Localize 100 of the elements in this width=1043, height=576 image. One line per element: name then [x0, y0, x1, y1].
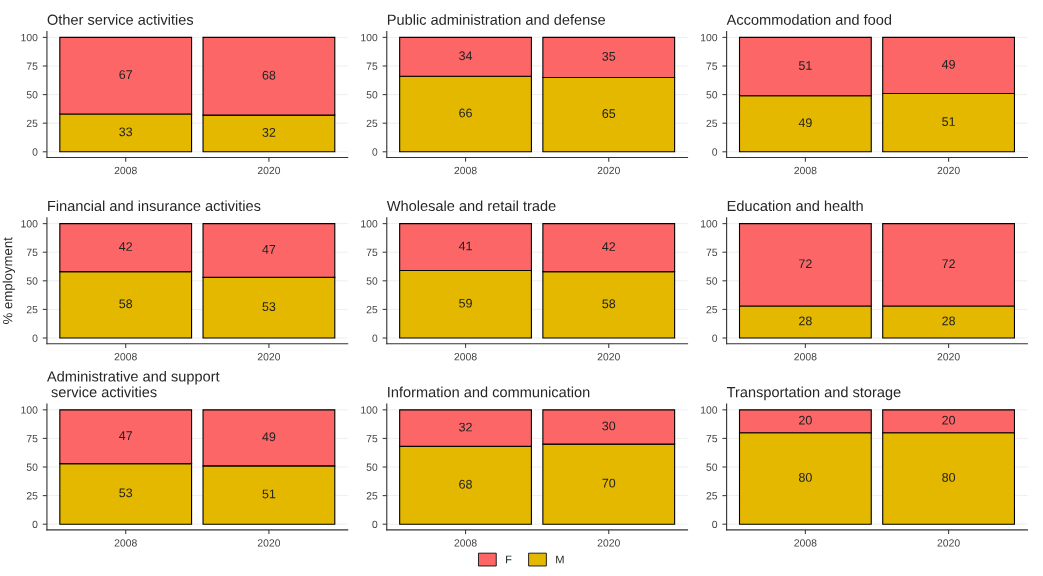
x-tick-label: 2008: [794, 539, 817, 547]
data-label: 80: [798, 472, 812, 482]
y-tick-label: 0: [32, 148, 38, 156]
data-label: 68: [262, 70, 276, 80]
data-label: 42: [119, 242, 133, 251]
y-tick-label: 100: [701, 406, 718, 414]
y-tick-label: 100: [361, 33, 378, 42]
y-tick-label: 100: [21, 220, 38, 228]
data-label: 42: [602, 242, 616, 251]
y-tick-label: 50: [706, 463, 718, 471]
x-tick-label: 2008: [794, 353, 817, 361]
data-label: 41: [458, 241, 472, 251]
x-tick-label: 2008: [114, 353, 137, 361]
chart-title: Administrative and support service activities: [46, 370, 220, 398]
data-label: 32: [262, 127, 276, 137]
y-tick-label: 100: [361, 406, 378, 414]
x-tick-label: 2008: [114, 166, 137, 175]
chart-title: Accommodation and food: [726, 14, 892, 25]
chart-title: Wholesale and retail trade: [386, 200, 556, 212]
data-label: 59: [459, 298, 472, 308]
legend-label: M: [556, 555, 564, 564]
y-tick-label: 25: [366, 305, 378, 314]
data-label: 67: [119, 70, 133, 80]
data-label: 28: [942, 316, 955, 326]
data-label: 58: [602, 299, 616, 309]
data-label: 28: [799, 316, 812, 326]
data-label: 49: [798, 118, 812, 128]
x-tick-label: 2020: [937, 353, 960, 361]
y-tick-label: 50: [366, 91, 378, 99]
y-tick-label: 100: [21, 33, 38, 42]
y-tick-label: 75: [706, 435, 718, 443]
chart-title: Information and communication: [388, 386, 590, 398]
data-label: 72: [942, 259, 955, 269]
data-label: 51: [798, 61, 812, 70]
y-tick-label: 50: [366, 463, 378, 471]
y-tick-label: 25: [706, 305, 718, 314]
data-label: 66: [459, 108, 472, 118]
data-label: 51: [262, 489, 276, 499]
data-label: 47: [262, 245, 276, 254]
x-tick-label: 2020: [597, 353, 620, 361]
x-tick-label: 2008: [454, 353, 477, 361]
chart-title: Transportation and storage: [726, 386, 901, 401]
y-tick-label: 75: [26, 435, 38, 443]
y-tick-label: 25: [366, 119, 378, 128]
legend-label: F: [506, 555, 512, 564]
x-tick-label: 2008: [454, 166, 477, 175]
chart-title: Education and health: [727, 200, 863, 212]
x-tick-label: 2020: [257, 539, 281, 547]
x-tick-label: 2020: [257, 353, 281, 361]
x-tick-label: 2008: [794, 166, 817, 175]
y-tick-label: 50: [366, 277, 378, 285]
y-tick-label: 75: [366, 62, 378, 70]
y-tick-label: 25: [26, 492, 38, 500]
x-tick-label: 2008: [454, 539, 477, 547]
y-tick-label: 25: [26, 305, 38, 314]
data-label: 34: [459, 51, 473, 61]
chart-title: Other service activities: [47, 14, 194, 25]
y-tick-label: 25: [706, 492, 718, 500]
y-tick-label: 0: [32, 520, 38, 529]
data-label: 53: [262, 302, 276, 312]
y-tick-label: 75: [366, 435, 378, 443]
data-label: 49: [262, 432, 276, 442]
y-tick-label: 75: [366, 248, 378, 257]
y-tick-label: 25: [706, 119, 718, 128]
x-tick-label: 2020: [937, 166, 960, 175]
x-tick-label: 2020: [937, 539, 960, 547]
y-tick-label: 0: [712, 520, 718, 529]
x-tick-label: 2020: [597, 166, 620, 175]
y-axis-title: % employment: [2, 237, 15, 324]
y-tick-label: 0: [372, 520, 378, 529]
y-tick-label: 0: [712, 334, 718, 342]
data-label: 20: [799, 415, 812, 425]
y-tick-label: 100: [21, 406, 38, 414]
y-tick-label: 25: [366, 492, 378, 500]
y-tick-label: 75: [706, 62, 718, 70]
data-label: 32: [459, 422, 472, 432]
y-tick-label: 100: [701, 220, 718, 228]
chart-title: Financial and insurance activities: [48, 200, 261, 212]
data-label: 65: [602, 109, 616, 118]
y-tick-label: 75: [26, 62, 38, 70]
y-tick-label: 50: [26, 277, 38, 285]
y-tick-label: 100: [701, 33, 718, 42]
data-label: 72: [799, 259, 812, 269]
y-tick-label: 100: [361, 220, 378, 228]
data-label: 80: [942, 472, 956, 482]
y-tick-label: 50: [26, 91, 38, 99]
chart-title: Public administration and defense: [387, 14, 606, 25]
data-label: 47: [119, 431, 133, 440]
data-label: 30: [602, 421, 616, 431]
y-tick-label: 50: [706, 277, 718, 285]
data-label: 49: [941, 59, 955, 69]
y-tick-label: 0: [712, 148, 718, 156]
data-label: 53: [119, 488, 133, 498]
x-tick-label: 2020: [257, 166, 281, 175]
data-label: 58: [119, 299, 133, 309]
y-tick-label: 50: [26, 463, 38, 471]
data-label: 70: [602, 478, 616, 488]
data-label: 68: [459, 479, 472, 489]
y-tick-label: 75: [26, 248, 38, 257]
y-tick-label: 0: [32, 334, 38, 342]
